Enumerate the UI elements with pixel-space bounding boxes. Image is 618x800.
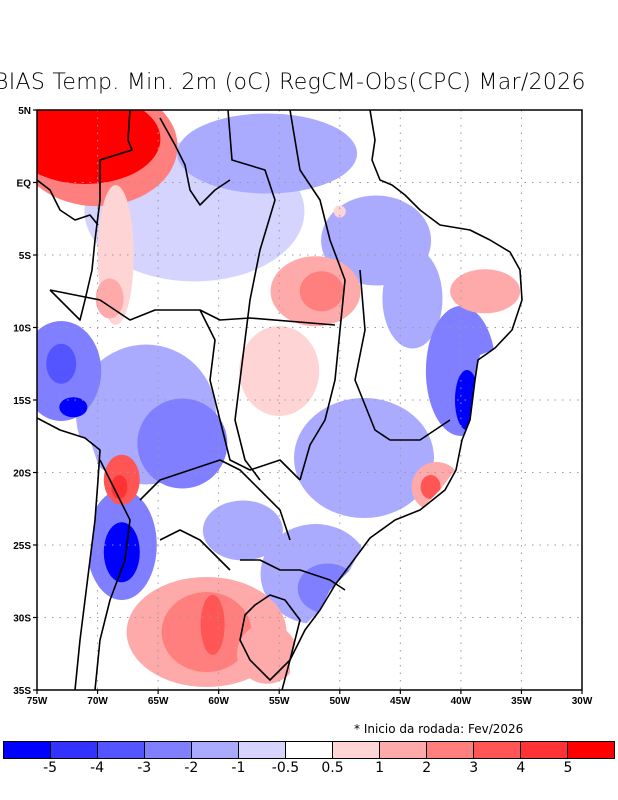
colorbar-segment [474, 742, 521, 758]
lon-tick-label: 45W [390, 696, 411, 707]
colorbar-segment [4, 742, 51, 758]
lon-tick-label: 50W [329, 696, 350, 707]
bias-field [37, 110, 582, 690]
lon-tick-label: 65W [148, 696, 169, 707]
colorbar-label: -4 [90, 760, 105, 776]
border-line [239, 594, 301, 681]
border-line [49, 110, 133, 321]
lat-tick-label: 5S [19, 251, 32, 262]
colorbar-label: 1 [375, 760, 385, 776]
bias-contour [59, 397, 88, 418]
border-line [199, 309, 301, 481]
border-line [159, 117, 231, 206]
bias-contour [46, 343, 77, 384]
colorbar-segment [98, 742, 145, 758]
grid-lines [37, 110, 582, 690]
border-line [281, 110, 523, 690]
ocean-mask [290, 110, 582, 690]
lat-tick-label: 20S [13, 469, 31, 480]
bias-contour [304, 437, 375, 508]
colorbar-label: 4 [516, 760, 526, 776]
bias-contour [420, 475, 441, 499]
lat-tick-label: 25S [13, 541, 31, 552]
lat-tick-label: 5N [18, 106, 31, 117]
bias-contour [137, 398, 228, 489]
lat-tick-label: 15S [13, 396, 31, 407]
colorbar [3, 741, 615, 759]
border-line [37, 417, 101, 690]
bias-contour [95, 278, 124, 319]
bias-contour [299, 271, 344, 312]
bias-contour [177, 113, 358, 194]
colorbar-segment [286, 742, 333, 758]
lon-tick-label: 75W [27, 696, 48, 707]
bias-contour [382, 248, 443, 349]
colorbar-segment [568, 742, 614, 758]
border-line [240, 559, 346, 591]
colorbar-label: 2 [422, 760, 432, 776]
pacific-mask [37, 420, 100, 690]
lon-tick-label: 40W [451, 696, 472, 707]
colorbar-segment [51, 742, 98, 758]
colorbar-label: 3 [469, 760, 479, 776]
lat-tick-label: 30S [13, 614, 31, 625]
bias-contour [103, 522, 140, 583]
lat-tick-label: 35S [13, 686, 31, 697]
border-line [49, 289, 336, 326]
colorbar-segment [333, 742, 380, 758]
border-line [94, 459, 131, 690]
colorbar-segment [380, 742, 427, 758]
border-line [159, 529, 231, 571]
colorbar-label: -3 [137, 760, 152, 776]
colorbar-segment [239, 742, 286, 758]
border-line [354, 269, 451, 441]
bias-contour [333, 205, 346, 218]
colorbar-segment [521, 742, 568, 758]
bias-contour [111, 475, 128, 499]
colorbar-label: 0.5 [321, 760, 344, 776]
map-title: BIAS Temp. Min. 2m (oC) RegCM-Obs(CPC) M… [0, 70, 586, 95]
bias-contour [200, 594, 225, 655]
bias-contour [37, 110, 161, 184]
colorbar-label: -2 [184, 760, 199, 776]
lon-tick-label: 35W [511, 696, 532, 707]
colorbar-label: -5 [43, 760, 58, 776]
colorbar-label: -1 [231, 760, 246, 776]
colorbar-labels: -5 -4 -3 -2 -1 -0.5 0.5 1 2 3 4 5 [3, 760, 615, 780]
colorbar-segment [427, 742, 474, 758]
lon-tick-label: 60W [208, 696, 229, 707]
lat-tick-label: 10S [13, 324, 31, 335]
bias-contour [450, 269, 521, 314]
colorbar-segment [145, 742, 192, 758]
country-borders [37, 110, 523, 690]
lon-tick-label: 70W [87, 696, 108, 707]
colorbar-label: -0.5 [271, 760, 300, 776]
lon-tick-label: 30W [572, 696, 593, 707]
model-run-footnote: * Inicio da rodada: Fev/2026 [354, 722, 524, 736]
colorbar-segment [192, 742, 239, 758]
border-line [299, 239, 346, 481]
colorbar-label: 5 [563, 760, 573, 776]
lon-tick-label: 55W [269, 696, 290, 707]
border-line [227, 110, 276, 481]
border-line [289, 110, 331, 241]
lat-tick-label: EQ [17, 179, 32, 190]
border-line [139, 459, 291, 541]
border-line [37, 179, 99, 226]
bias-contour [202, 500, 283, 561]
bias-contour [239, 326, 320, 416]
